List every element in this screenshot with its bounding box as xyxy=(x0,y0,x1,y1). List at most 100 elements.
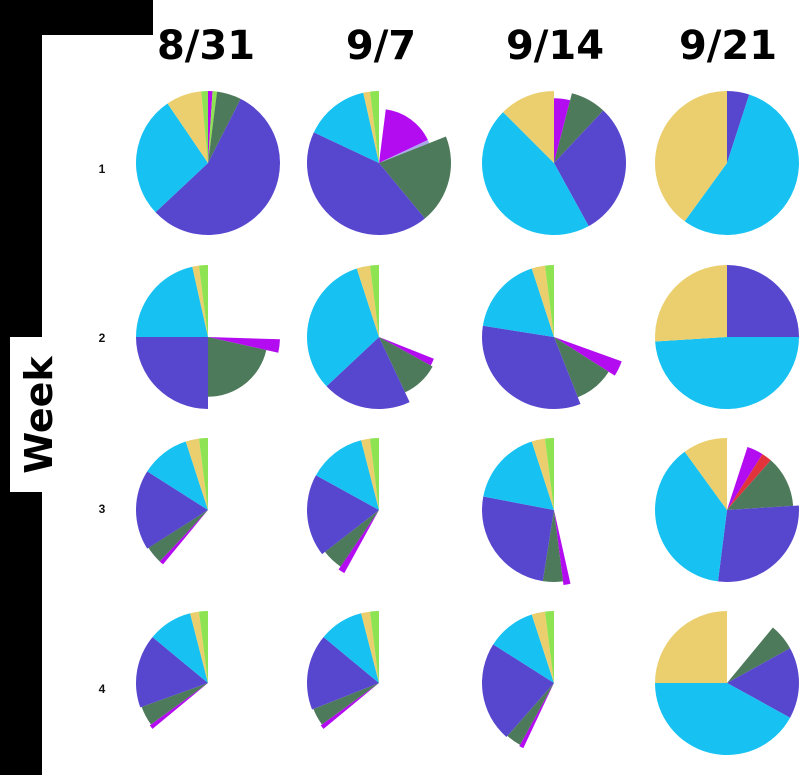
pie-slice-cyan xyxy=(306,268,379,387)
pie-slice-yellow xyxy=(655,611,727,683)
pie-slice-green xyxy=(379,136,451,219)
pie-slice-lavender xyxy=(379,140,430,163)
pie-slice-magenta xyxy=(379,109,428,163)
pie-slice-cyan xyxy=(482,268,554,337)
pie-week-3-9-21 xyxy=(655,438,800,582)
pie-week-1-9-7 xyxy=(306,91,451,236)
pie-slice-green xyxy=(554,93,604,163)
pie-slice-blue xyxy=(727,648,799,718)
pie-slice-cyan xyxy=(493,614,554,683)
pie-slice-green xyxy=(727,627,791,683)
pie-slice-blue xyxy=(307,637,379,710)
pie-week-2-9-14 xyxy=(482,265,622,409)
pie-slice-yellow xyxy=(654,91,727,222)
pie-slice-blue xyxy=(155,98,280,235)
pie-slice-cyan xyxy=(483,441,554,510)
pie-slice-magenta xyxy=(519,683,554,749)
pie-slice-blue xyxy=(306,132,425,236)
pie-slice-lime xyxy=(544,265,554,337)
pie-slice-blue xyxy=(307,475,379,555)
pie-slice-yellow xyxy=(363,91,379,163)
pie-slice-lime xyxy=(544,438,554,510)
pie-slice-cyan xyxy=(655,337,799,410)
pie-slice-yellow xyxy=(167,91,208,163)
row-label-3: 3 xyxy=(98,502,106,516)
pie-week-4-9-7 xyxy=(307,611,379,729)
pie-week-4-8-31 xyxy=(136,611,208,729)
pie-slice-green xyxy=(542,510,564,582)
pie-slice-cyan xyxy=(152,613,208,683)
pie-slice-lime xyxy=(369,265,379,337)
pie-slice-lime xyxy=(544,611,554,683)
pie-slice-blue xyxy=(136,337,208,409)
pie-slice-lime xyxy=(208,91,218,163)
pie-slice-cyan xyxy=(482,112,589,235)
pie-slice-lime xyxy=(369,611,379,683)
pie-slice-yellow xyxy=(190,611,208,683)
pie-week-4-9-21 xyxy=(655,611,799,755)
pie-slice-green xyxy=(141,683,208,725)
pie-week-3-9-7 xyxy=(307,438,379,574)
pie-slice-lime xyxy=(198,438,208,510)
pie-slice-yellow xyxy=(192,265,208,337)
y-axis-label-box: Week xyxy=(10,337,67,492)
pie-slice-magenta xyxy=(338,510,379,574)
column-label-9-21: 9/21 xyxy=(678,23,778,69)
pie-slice-yellow xyxy=(185,438,208,510)
pie-slice-green xyxy=(208,337,267,397)
pie-slice-yellow xyxy=(684,438,727,510)
pie-slice-blue xyxy=(482,496,554,582)
pie-slice-blue xyxy=(482,325,581,409)
pie-slice-magenta xyxy=(159,510,208,565)
pie-slice-green xyxy=(208,91,241,163)
pie-slice-blue xyxy=(482,644,554,738)
pie-slice-blue xyxy=(136,637,208,708)
pie-week-1-9-21 xyxy=(654,91,799,235)
pie-week-2-9-7 xyxy=(306,265,434,410)
pie-slice-cyan xyxy=(655,683,791,755)
pie-slice-lime xyxy=(369,438,379,510)
pie-slice-red xyxy=(727,454,771,510)
pie-slice-magenta xyxy=(554,337,622,376)
pie-slice-magenta xyxy=(727,447,763,510)
pie-slice-yellow xyxy=(503,91,554,163)
pie-slice-green xyxy=(324,510,379,567)
pie-week-2-9-21 xyxy=(654,265,799,410)
pie-week-3-9-14 xyxy=(482,438,571,585)
pie-slice-cyan xyxy=(313,92,379,163)
pie-slice-lime xyxy=(201,91,208,163)
column-label-9-14: 9/14 xyxy=(505,23,605,69)
pie-slice-yellow xyxy=(531,611,554,683)
pie-slice-green xyxy=(313,683,379,725)
row-label-4: 4 xyxy=(98,682,106,696)
pie-slice-magenta xyxy=(554,510,571,585)
pie-week-3-8-31 xyxy=(136,438,208,565)
pie-slice-blue xyxy=(727,265,799,337)
pie-slice-magenta xyxy=(554,98,571,163)
pie-slice-cyan xyxy=(147,441,208,510)
pie-slice-green xyxy=(507,683,554,745)
pie-week-2-8-31 xyxy=(136,265,280,409)
pie-slice-cyan xyxy=(315,440,379,510)
pie-slice-magenta xyxy=(208,90,213,163)
pie-slice-blue xyxy=(727,91,750,163)
column-label-9-7: 9/7 xyxy=(345,23,417,69)
pie-week-4-9-14 xyxy=(482,611,554,749)
pie-slice-lime xyxy=(198,611,208,683)
pie-slice-magenta xyxy=(379,337,434,366)
pie-slice-yellow xyxy=(356,265,379,337)
pie-slice-lime xyxy=(198,265,208,337)
pie-slice-yellow xyxy=(361,438,379,510)
pie-slice-cyan xyxy=(136,266,208,337)
pie-slice-blue xyxy=(717,505,800,582)
pie-week-1-8-31 xyxy=(135,90,280,235)
pie-slice-green xyxy=(554,337,609,398)
pie-slice-magenta xyxy=(208,337,280,353)
pie-week-1-9-14 xyxy=(482,91,627,235)
pie-slice-cyan xyxy=(655,451,727,582)
row-label-2: 2 xyxy=(98,331,106,345)
pie-slice-cyan xyxy=(323,613,379,683)
pie-slice-blue xyxy=(136,471,208,549)
